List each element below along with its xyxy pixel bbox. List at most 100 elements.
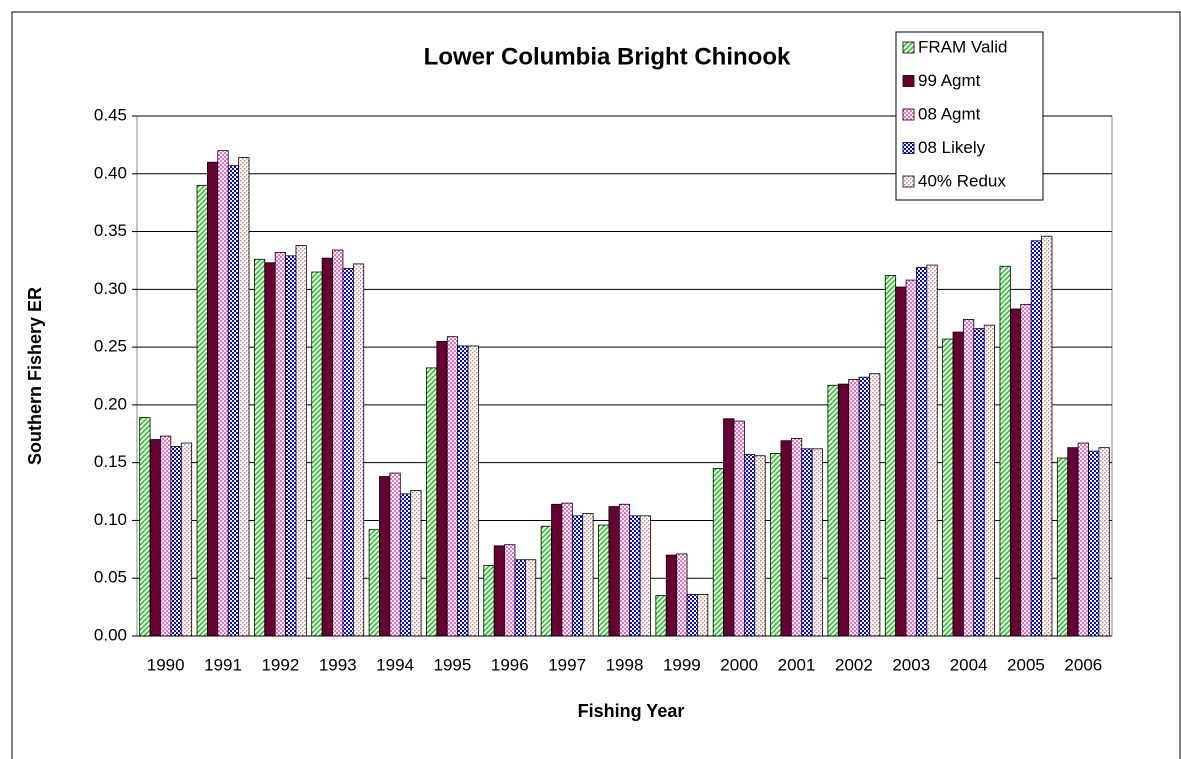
bar — [754, 455, 766, 637]
bar — [1030, 240, 1042, 637]
bar — [332, 249, 344, 637]
bar — [295, 245, 307, 637]
bar — [493, 545, 505, 637]
bar — [160, 435, 172, 637]
bar — [180, 442, 193, 637]
y-tick-label: 0.40 — [94, 163, 127, 182]
y-tick-label: 0.45 — [94, 105, 127, 124]
bar — [848, 379, 860, 637]
x-tick-label: 2006 — [1064, 655, 1102, 674]
bar — [426, 367, 438, 637]
x-tick-label: 2004 — [950, 655, 988, 674]
bar — [342, 268, 354, 637]
legend-swatch — [902, 75, 915, 87]
bar — [608, 506, 620, 637]
bar — [639, 515, 651, 637]
bar — [1077, 442, 1089, 637]
x-tick-label: 1995 — [434, 655, 472, 674]
bar — [446, 336, 459, 637]
bar — [697, 594, 709, 637]
x-tick-label: 2005 — [1007, 655, 1045, 674]
bar — [467, 345, 479, 637]
legend-box — [895, 31, 1044, 201]
bar — [457, 345, 469, 637]
bar — [895, 286, 907, 637]
bar — [514, 559, 526, 637]
bar — [1088, 450, 1100, 637]
bar — [952, 331, 964, 637]
legend-swatch — [902, 41, 915, 54]
bar — [139, 417, 151, 637]
bar — [999, 265, 1011, 637]
bar — [321, 257, 333, 637]
legend-label: 08 Agmt — [918, 104, 981, 123]
bar — [973, 328, 985, 637]
bar — [149, 439, 161, 637]
x-tick-label: 2000 — [720, 655, 758, 674]
legend-swatch — [902, 175, 915, 188]
bar — [963, 318, 975, 637]
bar — [869, 373, 881, 637]
bar — [170, 446, 182, 637]
y-tick-label: 0.05 — [94, 568, 127, 587]
bar — [582, 513, 594, 637]
bar — [1067, 447, 1079, 637]
legend-label: FRAM Valid — [918, 37, 1007, 56]
frame — [11, 11, 1181, 759]
x-tick-label: 1998 — [606, 655, 644, 674]
legend-swatch — [902, 142, 915, 154]
y-tick-label: 0.10 — [94, 510, 127, 529]
bar — [311, 271, 323, 637]
bar — [712, 468, 725, 637]
x-tick-label: 1997 — [548, 655, 586, 674]
bar — [264, 262, 276, 637]
bar — [744, 454, 756, 637]
legend-swatch — [902, 108, 915, 121]
bar — [227, 165, 240, 637]
bar — [410, 489, 422, 637]
bar — [399, 493, 412, 637]
legend-label: 99 Agmt — [918, 71, 981, 90]
x-tick-label: 1994 — [376, 655, 414, 674]
bar — [780, 440, 792, 637]
bar — [352, 263, 365, 637]
bar — [253, 258, 266, 637]
bar — [571, 515, 584, 637]
bar — [1020, 303, 1032, 637]
chart-title: Lower Columbia Bright Chinook — [424, 43, 791, 70]
bar — [524, 559, 537, 637]
bar — [942, 338, 954, 637]
bar — [801, 448, 813, 637]
bar — [551, 503, 563, 637]
bar — [686, 594, 698, 637]
y-tick-label: 0.25 — [94, 337, 127, 356]
bar — [926, 264, 938, 637]
bar — [389, 472, 401, 637]
y-tick-label: 0.30 — [94, 279, 127, 298]
x-tick-label: 1991 — [204, 655, 242, 674]
x-tick-label: 1999 — [663, 655, 701, 674]
bar — [207, 161, 219, 637]
bar — [483, 565, 495, 637]
x-tick-label: 2003 — [892, 655, 930, 674]
bar — [1009, 308, 1022, 637]
bar — [790, 437, 803, 637]
bar — [733, 420, 745, 637]
bar — [837, 383, 850, 637]
y-tick-label: 0.35 — [94, 221, 127, 240]
x-tick-label: 1996 — [491, 655, 529, 674]
bar — [436, 340, 448, 637]
bar — [665, 554, 678, 637]
bar — [368, 529, 380, 637]
bar — [1098, 447, 1110, 637]
legend-label: 40% Redux — [918, 171, 1006, 190]
bar — [504, 544, 516, 637]
bar — [629, 515, 641, 637]
y-axis-title: Southern Fishery ER — [25, 287, 45, 465]
bar — [238, 157, 250, 637]
bar — [196, 184, 208, 637]
bar — [655, 595, 667, 637]
x-axis-title: Fishing Year — [578, 701, 685, 721]
x-tick-label: 1993 — [319, 655, 357, 674]
